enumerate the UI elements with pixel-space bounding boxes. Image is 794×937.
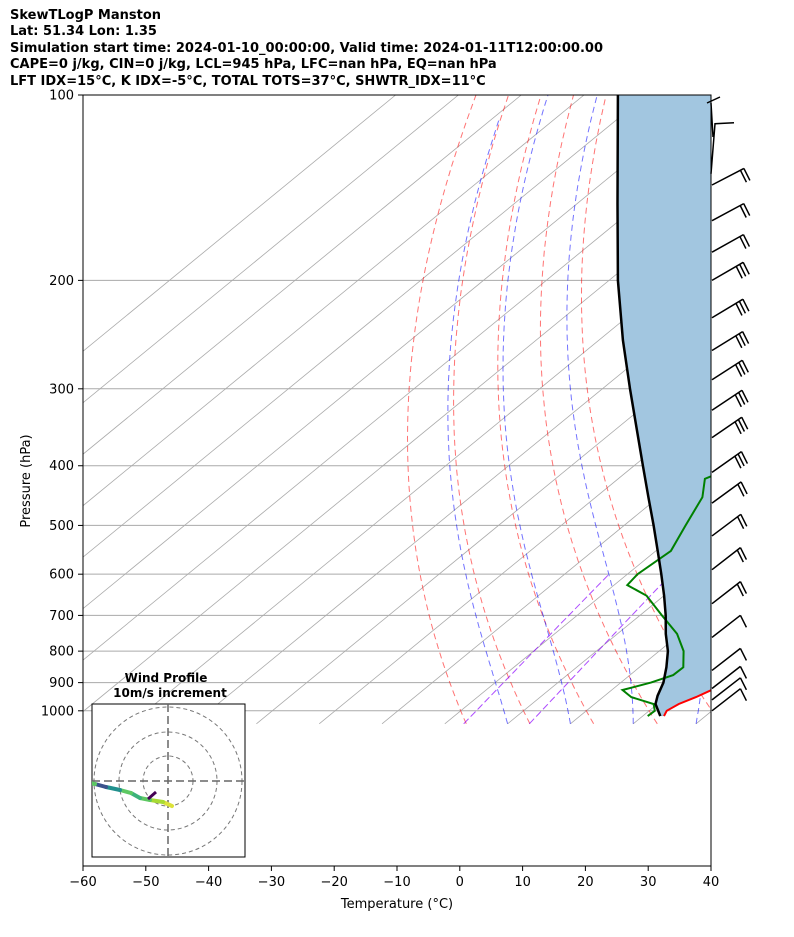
dry-adiabat	[497, 95, 595, 725]
mixing-ratio-line	[463, 573, 610, 725]
hodograph-segment	[104, 785, 122, 792]
y-tick-label: 100	[49, 89, 74, 104]
moist-adiabat	[447, 120, 509, 724]
x-tick-label: −30	[258, 875, 285, 890]
dry-adiabat	[539, 95, 658, 725]
wind-barb	[711, 359, 749, 381]
hodograph-segment	[147, 790, 157, 801]
x-tick-label: −40	[195, 875, 222, 890]
y-tick-label: 600	[49, 568, 74, 583]
isotherm-line	[759, 95, 794, 724]
hodograph-segment	[148, 798, 165, 804]
x-tick-label: 40	[703, 875, 720, 890]
chart-header: SkewTLogP Manston Lat: 51.34 Lon: 1.35 S…	[10, 8, 603, 90]
isotherm-line	[381, 453, 711, 725]
wind-barb	[711, 389, 749, 411]
isotherm-line	[83, 95, 522, 455]
wind-barb	[711, 665, 748, 690]
x-tick-label: −20	[320, 875, 347, 890]
wind-barbs	[706, 96, 751, 712]
wind-barb	[711, 330, 750, 352]
isotherm-line	[83, 95, 396, 352]
wind-barb	[711, 167, 751, 186]
isotherm-line	[83, 95, 585, 507]
wind-barb	[711, 581, 748, 605]
isotherm-line	[444, 505, 711, 725]
y-tick-label: 300	[49, 382, 74, 397]
time-line: Simulation start time: 2024-01-10_00:00:…	[10, 40, 603, 56]
wind-barb	[711, 647, 748, 672]
x-tick-label: −10	[383, 875, 410, 890]
wind-barb	[711, 481, 748, 504]
cin-cape-shading	[617, 95, 711, 717]
moist-adiabat	[566, 95, 634, 724]
wind-barb	[711, 513, 748, 537]
wind-barb	[711, 298, 750, 319]
profile-lines	[616, 95, 711, 717]
chart-title: SkewTLogP Manston	[10, 8, 162, 23]
x-tick-label: 0	[456, 875, 464, 890]
isotherm-line	[193, 299, 711, 725]
x-axis-label: Temperature (°C)	[340, 897, 453, 912]
y-tick-label: 800	[49, 645, 74, 660]
inset-title: Wind Profile	[125, 671, 208, 685]
hodograph-segment	[92, 781, 97, 786]
x-tick-label: 10	[514, 875, 531, 890]
isotherm-line	[130, 247, 711, 725]
isotherm-line	[83, 95, 648, 558]
x-tick-label: −50	[132, 875, 159, 890]
y-tick-label: 400	[49, 459, 74, 474]
inset-plot	[92, 704, 245, 857]
wind-barb	[711, 202, 751, 222]
isotherm-line	[83, 95, 710, 610]
inset-subtitle: 10m/s increment	[113, 686, 227, 700]
x-tick-label: −60	[69, 875, 96, 890]
moist-adiabat	[758, 95, 794, 724]
y-tick-label: 1000	[41, 704, 74, 719]
dry-adiabat	[453, 95, 531, 725]
isotherm-line	[83, 95, 459, 404]
wind-barb	[711, 677, 748, 701]
moist-adiabat	[502, 95, 571, 724]
y-tick-label: 900	[49, 676, 74, 691]
wind-barb	[711, 416, 749, 439]
wind-barb	[711, 688, 748, 712]
cape-line: CAPE=0 j/kg, CIN=0 j/kg, LCL=945 hPa, LF…	[10, 57, 497, 73]
wind-barb	[711, 547, 748, 571]
wind-barb	[711, 614, 748, 638]
x-tick-label: 30	[640, 875, 657, 890]
y-axis-label: Pressure (hPa)	[19, 434, 34, 527]
dry-adiabat	[732, 95, 794, 724]
wind-barb	[711, 450, 749, 473]
wind-barb	[711, 261, 750, 282]
dry-adiabat	[767, 95, 794, 724]
x-tick-label: 20	[577, 875, 594, 890]
y-tick-label: 700	[49, 609, 74, 624]
dry-adiabat	[406, 95, 477, 725]
y-tick-label: 200	[49, 274, 74, 289]
wind-barb	[710, 122, 735, 174]
wind-barb	[711, 233, 751, 253]
isotherm-line	[507, 556, 711, 725]
parcel-line	[616, 95, 670, 717]
index-line: LFT IDX=15°C, K IDX=-5°C, TOTAL TOTS=37°…	[10, 73, 486, 89]
location-line: Lat: 51.34 Lon: 1.35	[10, 24, 157, 40]
shaded-region	[617, 95, 711, 717]
y-tick-label: 500	[49, 519, 74, 534]
mixing-ratio-line	[528, 573, 672, 725]
dewpoint-line	[620, 475, 711, 717]
